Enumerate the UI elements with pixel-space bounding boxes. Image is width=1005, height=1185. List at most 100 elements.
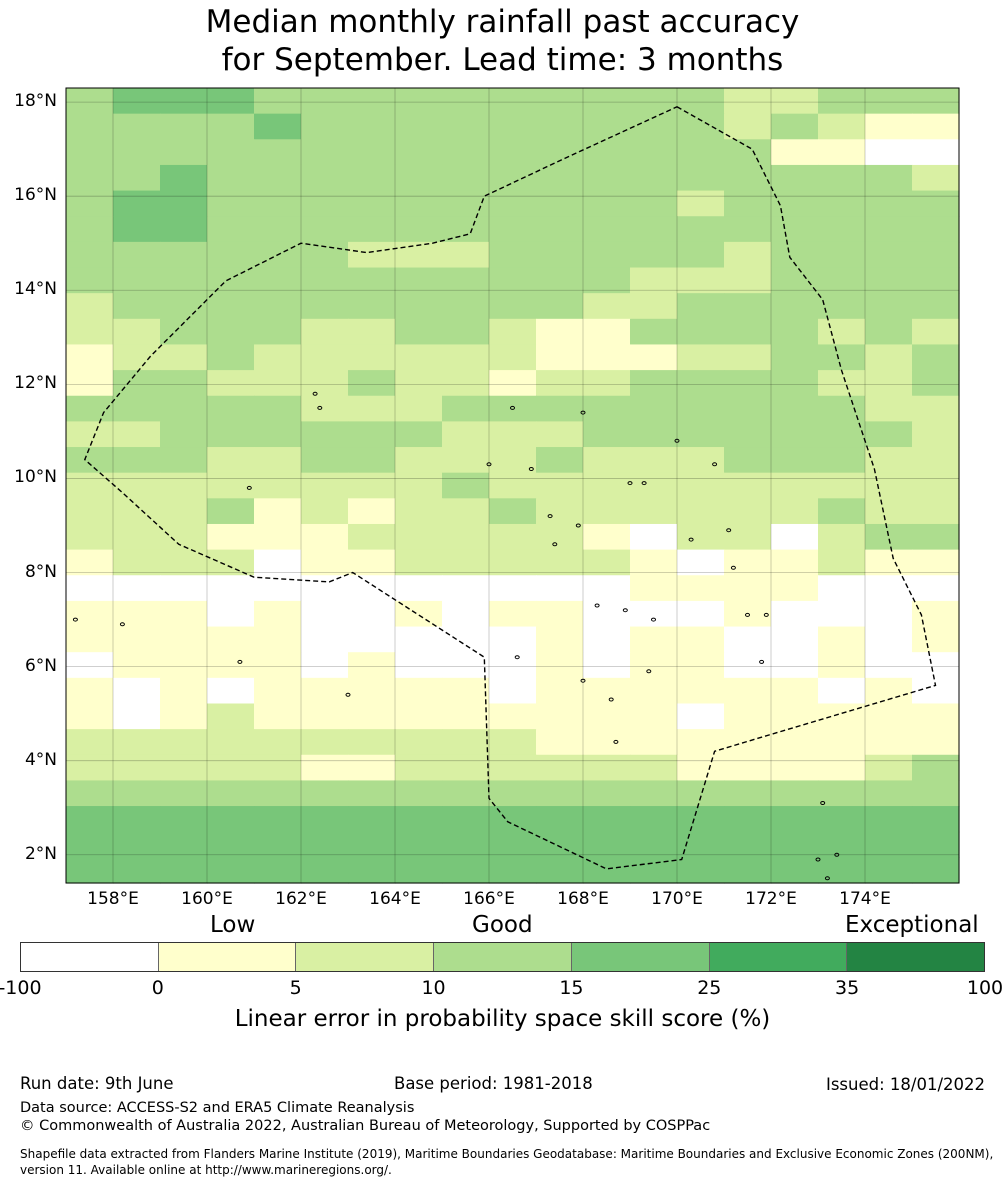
heatmap-cell	[724, 806, 772, 833]
heatmap-cell	[724, 729, 772, 756]
heatmap-cell	[66, 293, 114, 320]
heatmap-cell	[630, 703, 678, 730]
heatmap-cell	[818, 703, 866, 730]
heatmap-cell	[724, 318, 772, 346]
heatmap-cell	[113, 498, 161, 525]
heatmap-cell	[583, 549, 631, 576]
heatmap-cell	[113, 293, 161, 320]
heatmap-cell	[66, 344, 114, 371]
heatmap-cell	[395, 703, 443, 730]
heatmap-cell	[489, 857, 537, 884]
heatmap-cell	[724, 575, 772, 602]
heatmap-cell	[113, 831, 161, 858]
heatmap-cell	[348, 677, 396, 705]
heatmap-cell	[677, 318, 725, 346]
heatmap-cell	[254, 780, 302, 807]
heatmap-cell	[865, 857, 913, 884]
heatmap-cell	[66, 318, 114, 346]
island-outline	[312, 391, 318, 396]
heatmap-cell	[254, 293, 302, 320]
heatmap-cell	[536, 370, 584, 397]
heatmap-cell	[442, 370, 490, 397]
heatmap-cell	[583, 626, 631, 653]
heatmap-cell	[818, 344, 866, 371]
heatmap-cell	[160, 88, 208, 115]
heatmap-cell	[66, 857, 114, 884]
heatmap-cell	[677, 857, 725, 884]
heatmap-cell	[395, 498, 443, 525]
heatmap-cell	[301, 677, 349, 705]
heatmap-cell	[724, 139, 772, 166]
heatmap-cell	[301, 652, 349, 679]
island-outline	[726, 528, 732, 533]
heatmap-cell	[66, 703, 114, 730]
heatmap-cell	[113, 88, 161, 115]
heatmap-cell	[677, 523, 725, 551]
heatmap-cell	[113, 395, 161, 422]
island-outline	[594, 603, 600, 608]
heatmap-cell	[724, 164, 772, 192]
heatmap-cell	[395, 447, 443, 474]
island-outline	[688, 537, 694, 542]
heatmap-cell	[395, 395, 443, 422]
y-tick-label: 18°N	[14, 91, 57, 112]
heatmap-cell	[254, 267, 302, 294]
heatmap-cell	[207, 806, 255, 833]
heatmap-cell	[677, 344, 725, 371]
heatmap-cell	[724, 857, 772, 884]
heatmap-cell	[442, 600, 490, 628]
colorbar-tick-label: 35	[835, 977, 860, 999]
heatmap-cell	[207, 575, 255, 602]
heatmap-cell	[113, 652, 161, 679]
x-tick-label: 164°E	[369, 889, 421, 909]
heatmap-cell	[818, 421, 866, 448]
y-tick-label: 6°N	[24, 655, 57, 676]
heatmap-cell	[301, 549, 349, 576]
heatmap-cell	[724, 421, 772, 448]
heatmap-cell	[207, 421, 255, 448]
heatmap-cell	[113, 703, 161, 730]
heatmap-cell	[301, 190, 349, 217]
heatmap-cell	[630, 754, 678, 782]
heatmap-cell	[207, 164, 255, 192]
heatmap-cell	[865, 139, 913, 166]
heatmap-cell	[348, 113, 396, 140]
heatmap-cell	[348, 806, 396, 833]
heatmap-cell	[771, 447, 819, 474]
y-tick-label: 16°N	[14, 185, 57, 206]
heatmap-cell	[113, 421, 161, 448]
heatmap-cell	[66, 626, 114, 653]
colorbar-tick-label: 100	[966, 977, 1004, 999]
heatmap-cell	[66, 780, 114, 807]
heatmap-cell	[912, 472, 960, 499]
heatmap-cell	[66, 575, 114, 602]
heatmap-cell	[489, 831, 537, 858]
heatmap-cell	[395, 831, 443, 858]
heatmap-cell	[395, 88, 443, 115]
heatmap-cell	[630, 806, 678, 833]
heatmap-cell	[583, 447, 631, 474]
heatmap-cell	[865, 703, 913, 730]
heatmap-cell	[207, 523, 255, 551]
island-outline	[580, 678, 586, 683]
heatmap-cell	[301, 780, 349, 807]
heatmap-cell	[865, 164, 913, 192]
heatmap-cell	[818, 395, 866, 422]
heatmap-cell	[301, 447, 349, 474]
heatmap-cell	[348, 447, 396, 474]
heatmap-cell	[207, 652, 255, 679]
heatmap-cell	[912, 831, 960, 858]
heatmap-cell	[771, 344, 819, 371]
heatmap-cell	[207, 626, 255, 653]
heatmap-cell	[630, 421, 678, 448]
heatmap-cell	[442, 241, 490, 269]
heatmap-cell	[66, 216, 114, 243]
heatmap-cell	[113, 600, 161, 628]
heatmap-cell	[207, 113, 255, 140]
heatmap-cell	[113, 370, 161, 397]
heatmap-cell	[66, 139, 114, 166]
heatmap-cell	[207, 857, 255, 884]
heatmap-cell	[912, 626, 960, 653]
heatmap-cell	[677, 626, 725, 653]
heatmap-cell	[912, 600, 960, 628]
